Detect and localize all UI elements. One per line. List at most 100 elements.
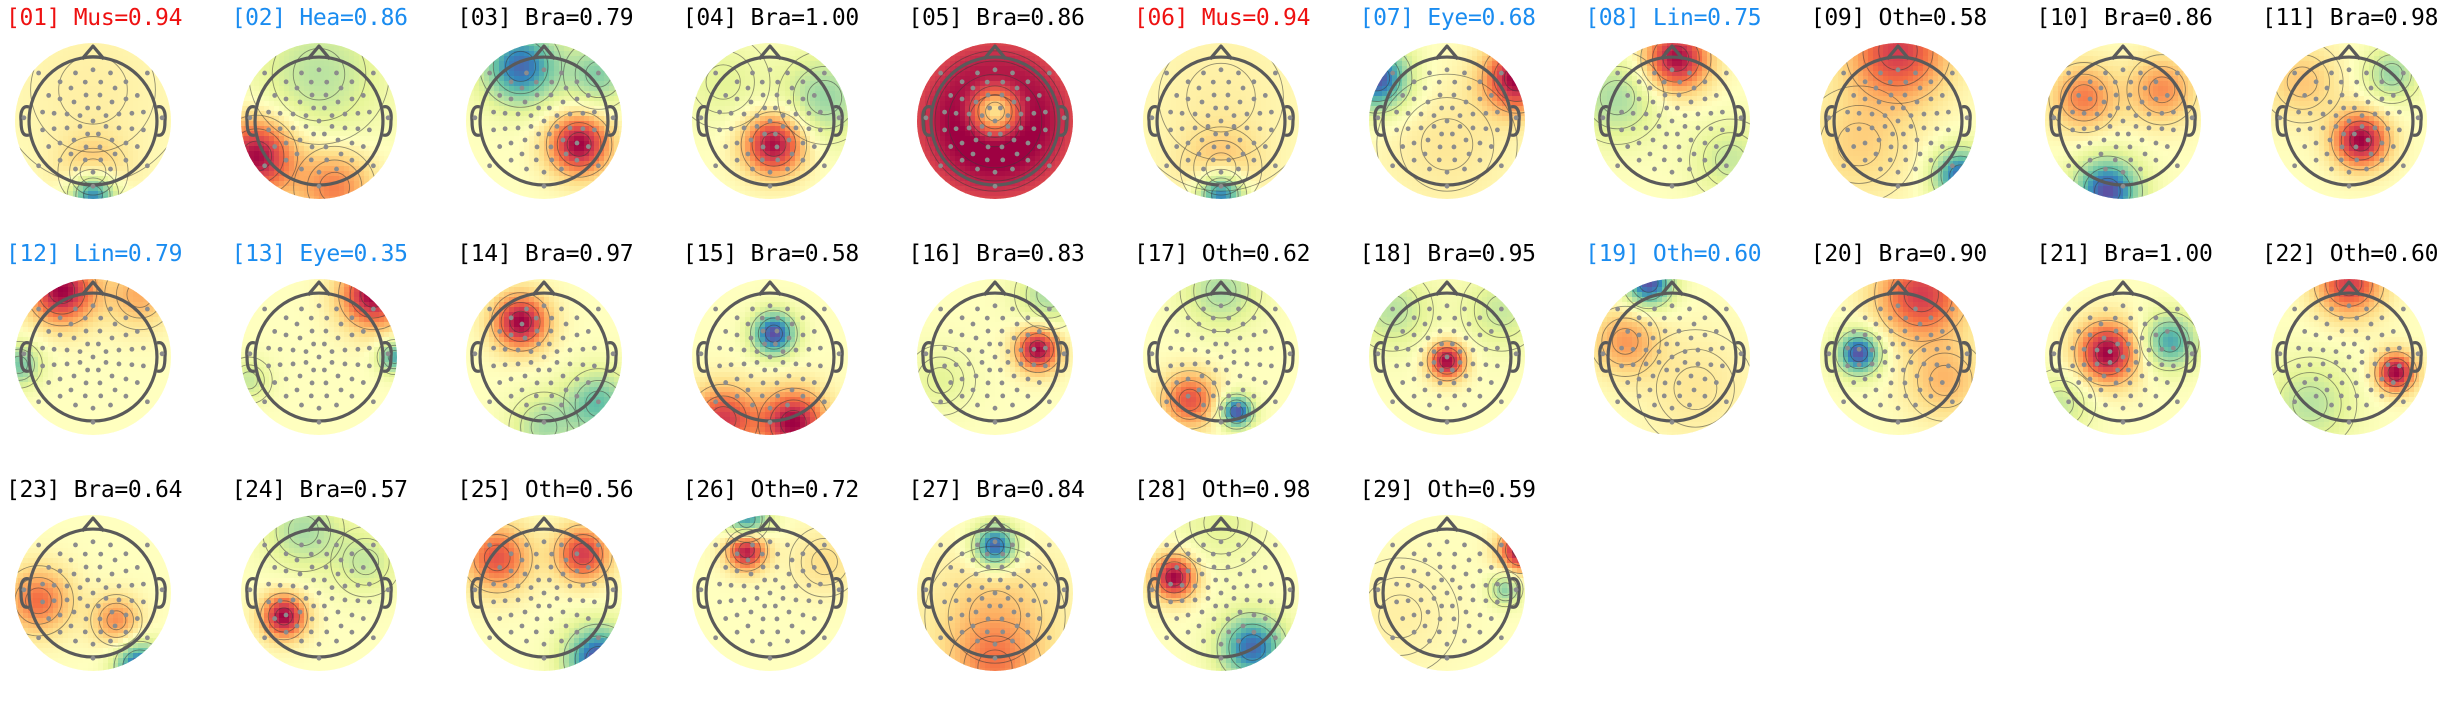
electrode-dot xyxy=(487,399,492,404)
electrode-dot xyxy=(1466,558,1471,563)
component-title: [26] Oth=0.72 xyxy=(683,476,859,504)
electrode-dot xyxy=(84,329,89,334)
electrode-dot xyxy=(1211,157,1216,162)
electrode-dot xyxy=(568,362,573,367)
electrode-dot xyxy=(2341,132,2346,137)
electrode-dot xyxy=(1037,144,1042,149)
scalp-topomap xyxy=(234,508,404,678)
electrode-dot xyxy=(299,167,304,172)
electrode-dot xyxy=(1026,551,1031,556)
electrode-dot xyxy=(58,394,63,399)
electrode-dot xyxy=(1489,329,1494,334)
electrode-dot xyxy=(1888,93,1893,98)
electrode-dot xyxy=(1193,112,1198,117)
electrode-dot xyxy=(564,558,569,563)
component-title: [29] Oth=0.59 xyxy=(1360,476,1536,504)
electrode-dot xyxy=(58,158,63,163)
electrode-dot xyxy=(1950,163,1955,168)
electrode-dot xyxy=(985,629,990,634)
electrode-dot xyxy=(2380,377,2385,382)
electrode-dot xyxy=(2380,141,2385,146)
electrode-dot xyxy=(698,351,703,356)
electrode-dot xyxy=(2082,347,2087,352)
electrode-dot xyxy=(575,394,580,399)
electrode-dot xyxy=(549,617,554,622)
electrode-dot xyxy=(800,613,805,618)
electrode-dot xyxy=(1934,347,1939,352)
electrode-dot xyxy=(2103,403,2108,408)
electrode-dot xyxy=(1917,86,1922,91)
electrode-dot xyxy=(1439,604,1444,609)
electrode-dot xyxy=(723,144,728,149)
electrode-dot xyxy=(800,97,805,102)
electrode-dot xyxy=(2278,351,2283,356)
electrode-dot xyxy=(1211,629,1216,634)
electrode-dot xyxy=(1186,394,1191,399)
component-title: [20] Bra=0.90 xyxy=(1811,240,1987,268)
electrode-dot xyxy=(123,315,128,320)
electrode-dot xyxy=(993,656,998,661)
electrode-dot xyxy=(1637,377,1642,382)
electrode-dot xyxy=(1664,368,1669,373)
electrode-dot xyxy=(247,351,252,356)
electrode-dot xyxy=(2329,403,2334,408)
electrode-dot xyxy=(283,613,288,618)
electrode-dot xyxy=(1662,157,1667,162)
electrode-dot xyxy=(986,617,991,622)
electrode-dot xyxy=(297,100,302,105)
component-title: [16] Bra=0.83 xyxy=(908,240,1084,268)
electrode-dot xyxy=(1164,635,1169,640)
electrode-dot xyxy=(1251,630,1256,635)
electrode-dot xyxy=(586,565,591,570)
electrode-dot xyxy=(83,157,88,162)
electrode-dot xyxy=(980,360,985,365)
electrode-dot xyxy=(98,629,103,634)
electrode-dot xyxy=(2088,158,2093,163)
electrode-dot xyxy=(309,145,314,150)
electrode-dot xyxy=(1913,307,1918,312)
electrode-dot xyxy=(1895,67,1900,72)
electrode-dot xyxy=(2165,329,2170,334)
electrode-dot xyxy=(793,126,798,131)
electrode-dot xyxy=(559,543,564,548)
component-title: [01] Mus=0.94 xyxy=(6,4,182,32)
electrode-dot xyxy=(1895,170,1900,175)
topomap-panel: [09] Oth=0.58 xyxy=(1807,4,2032,240)
electrode-dot xyxy=(1495,582,1500,587)
electrode-dot xyxy=(1206,596,1211,601)
electrode-dot xyxy=(2369,388,2374,393)
electrode-dot xyxy=(1489,144,1494,149)
electrode-dot xyxy=(1928,79,1933,84)
electrode-dot xyxy=(36,543,41,548)
electrode-dot xyxy=(1657,360,1662,365)
electrode-dot xyxy=(1245,126,1250,131)
electrode-dot xyxy=(586,380,591,385)
electrode-dot xyxy=(355,111,360,116)
electrode-dot xyxy=(1687,403,1692,408)
electrode-dot xyxy=(338,388,343,393)
electrode-dot xyxy=(1197,388,1202,393)
scalp-topomap xyxy=(1362,36,1532,206)
electrode-dot xyxy=(1201,543,1206,548)
electrode-dot xyxy=(297,610,302,615)
electrode-dot xyxy=(767,420,772,425)
electrode-dot xyxy=(316,67,321,72)
electrode-dot xyxy=(1462,403,1467,408)
electrode-dot xyxy=(1212,329,1217,334)
electrode-dot xyxy=(1457,349,1462,354)
electrode-dot xyxy=(1444,591,1449,596)
electrode-dot xyxy=(988,132,993,137)
electrode-dot xyxy=(509,158,514,163)
electrode-dot xyxy=(1513,115,1518,120)
electrode-dot xyxy=(1463,100,1468,105)
electrode-dot xyxy=(308,80,313,85)
electrode-dot xyxy=(40,363,45,368)
electrode-dot xyxy=(1212,381,1217,386)
electrode-dot xyxy=(1201,403,1206,408)
electrode-dot xyxy=(954,362,959,367)
electrode-dot xyxy=(1201,639,1206,644)
electrode-dot xyxy=(1477,315,1482,320)
electrode-dot xyxy=(516,126,521,131)
electrode-dot xyxy=(1677,145,1682,150)
electrode-dot xyxy=(1047,163,1052,168)
